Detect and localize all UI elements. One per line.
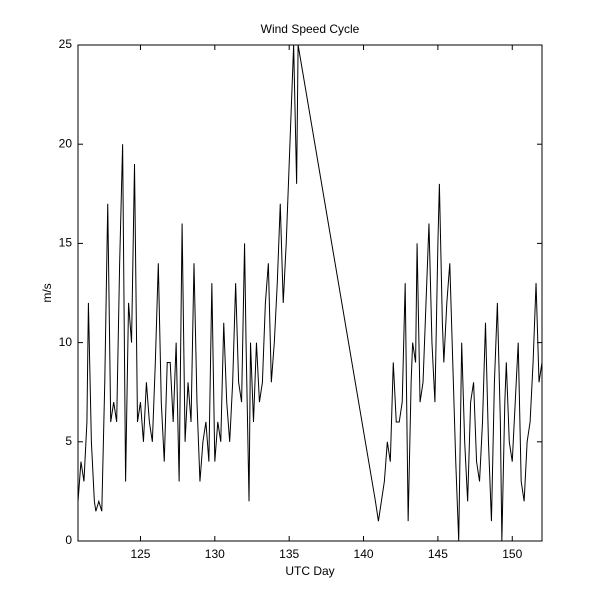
x-tick-label: 150 — [502, 547, 522, 561]
y-tick-label: 20 — [59, 136, 73, 150]
chart-title: Wind Speed Cycle — [261, 22, 360, 36]
x-tick-label: 140 — [354, 547, 374, 561]
y-axis-label: m/s — [40, 283, 54, 302]
x-tick-label: 135 — [279, 547, 299, 561]
x-axis-label: UTC Day — [285, 564, 334, 578]
y-tick-label: 10 — [59, 335, 73, 349]
y-tick-label: 5 — [65, 434, 72, 448]
y-tick-label: 25 — [59, 37, 73, 51]
plot-frame — [77, 44, 543, 542]
x-tick-label: 145 — [428, 547, 448, 561]
data-line — [77, 44, 543, 542]
y-tick-label: 15 — [59, 236, 73, 250]
x-tick-label: 130 — [205, 547, 225, 561]
x-tick-label: 125 — [130, 547, 150, 561]
y-tick-label: 0 — [65, 533, 72, 547]
